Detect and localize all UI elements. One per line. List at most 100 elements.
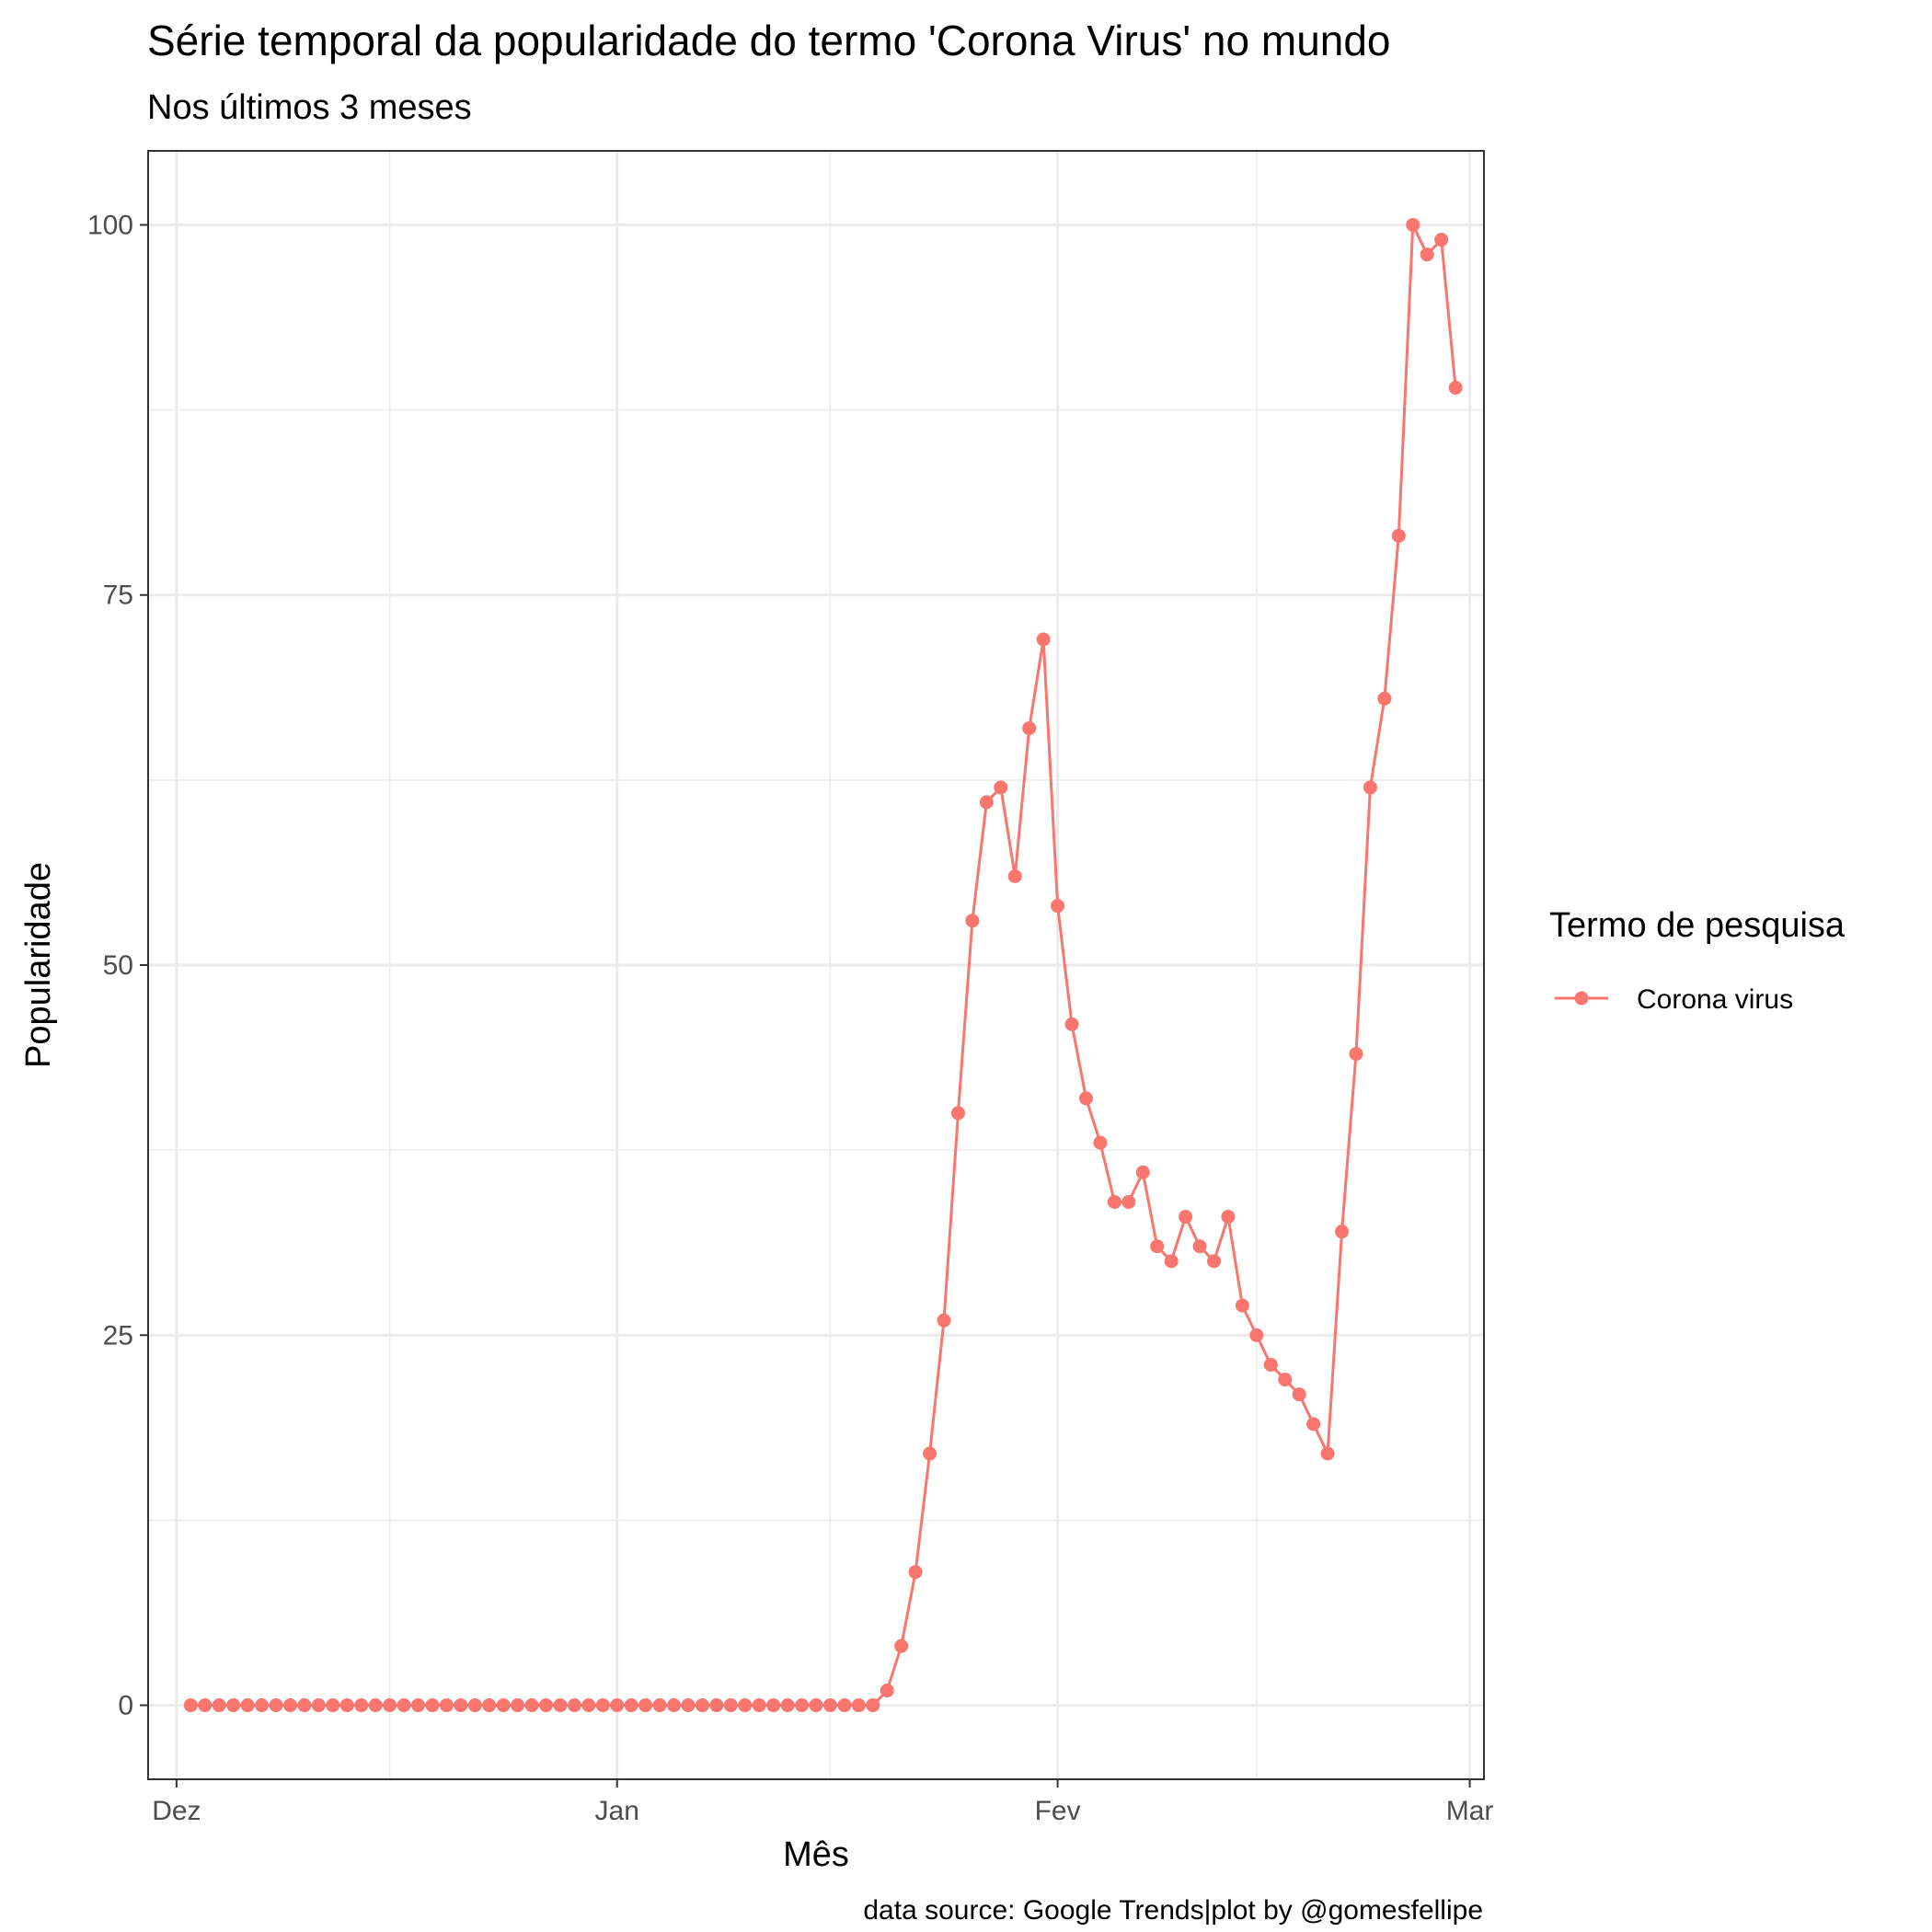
data-point xyxy=(1406,217,1420,232)
data-point xyxy=(255,1698,270,1713)
series-layer xyxy=(183,217,1463,1713)
chart-caption: data source: Google Trends|plot by @gome… xyxy=(863,1895,1483,1926)
data-point xyxy=(766,1698,781,1713)
data-point xyxy=(496,1698,511,1713)
data-point xyxy=(667,1698,682,1713)
data-point xyxy=(397,1698,411,1713)
data-point xyxy=(979,795,994,810)
data-point xyxy=(709,1698,724,1713)
data-point xyxy=(183,1698,198,1713)
data-point xyxy=(539,1698,554,1713)
data-point xyxy=(467,1698,482,1713)
data-point xyxy=(965,914,980,928)
data-point xyxy=(908,1565,923,1580)
data-point xyxy=(1377,691,1392,706)
x-tick-label: Dez xyxy=(152,1796,201,1826)
data-point xyxy=(282,1698,297,1713)
data-point xyxy=(1107,1194,1121,1209)
data-point xyxy=(1207,1254,1222,1269)
data-point xyxy=(1164,1254,1179,1269)
data-point xyxy=(553,1698,568,1713)
x-axis-title: Mês xyxy=(783,1835,849,1874)
data-point xyxy=(1306,1417,1321,1432)
data-point xyxy=(454,1698,468,1713)
data-point xyxy=(652,1698,667,1713)
data-point xyxy=(198,1698,213,1713)
data-point xyxy=(1335,1225,1350,1239)
legend-key-point xyxy=(1574,991,1589,1006)
data-point xyxy=(809,1698,823,1713)
data-point xyxy=(326,1698,340,1713)
data-point xyxy=(1391,528,1406,543)
data-point xyxy=(1051,899,1065,914)
data-point xyxy=(524,1698,539,1713)
chart-subtitle: Nos últimos 3 meses xyxy=(147,88,472,127)
data-point xyxy=(638,1698,653,1713)
data-point xyxy=(822,1698,837,1713)
data-point xyxy=(780,1698,795,1713)
data-point xyxy=(851,1698,866,1713)
chart-title: Série temporal da popularidade do termo … xyxy=(147,17,1391,64)
data-point xyxy=(1093,1135,1108,1150)
data-point xyxy=(269,1698,283,1713)
data-point xyxy=(866,1698,880,1713)
data-point xyxy=(1064,1017,1079,1031)
data-point xyxy=(567,1698,581,1713)
data-point xyxy=(1278,1373,1293,1387)
data-point xyxy=(610,1698,625,1713)
data-point xyxy=(723,1698,738,1713)
x-tick-label: Mar xyxy=(1446,1796,1494,1826)
data-point xyxy=(410,1698,425,1713)
data-point xyxy=(1235,1298,1249,1313)
data-point xyxy=(368,1698,383,1713)
data-point xyxy=(383,1698,397,1713)
data-point xyxy=(880,1683,894,1697)
data-point xyxy=(1121,1194,1136,1209)
y-tick-label: 50 xyxy=(103,950,133,981)
legend: Termo de pesquisa Corona virus xyxy=(1549,906,1846,1015)
data-point xyxy=(240,1698,255,1713)
data-point xyxy=(1249,1328,1264,1342)
y-tick-label: 100 xyxy=(87,210,133,240)
data-point xyxy=(1007,868,1022,883)
y-axis: 0 25 50 75 100 xyxy=(87,210,148,1721)
data-point xyxy=(425,1698,440,1713)
legend-title: Termo de pesquisa xyxy=(1549,906,1846,945)
data-point xyxy=(297,1698,312,1713)
y-axis-title: Popularidade xyxy=(19,862,58,1068)
data-point xyxy=(1078,1091,1093,1106)
data-point xyxy=(226,1698,241,1713)
data-point xyxy=(1292,1387,1306,1402)
data-point xyxy=(1448,380,1463,395)
data-point xyxy=(581,1698,596,1713)
y-tick-label: 25 xyxy=(103,1320,133,1351)
data-point xyxy=(695,1698,709,1713)
data-point xyxy=(1150,1239,1165,1254)
data-point xyxy=(1434,233,1449,247)
data-point xyxy=(681,1698,696,1713)
data-point xyxy=(311,1698,326,1713)
data-point xyxy=(752,1698,766,1713)
data-point xyxy=(994,780,1008,795)
legend-label: Corona virus xyxy=(1637,984,1793,1015)
y-tick-label: 75 xyxy=(103,581,133,611)
x-tick-label: Fev xyxy=(1035,1796,1081,1826)
data-point xyxy=(339,1698,354,1713)
data-point xyxy=(950,1106,965,1121)
data-point xyxy=(1179,1210,1193,1225)
data-point xyxy=(1420,247,1434,262)
data-point xyxy=(1192,1239,1207,1254)
data-point xyxy=(923,1446,937,1461)
data-point xyxy=(837,1698,852,1713)
data-point xyxy=(595,1698,610,1713)
data-point xyxy=(511,1698,525,1713)
x-axis: Dez Jan Fev Mar xyxy=(152,1779,1493,1826)
data-point xyxy=(1320,1446,1335,1461)
data-point xyxy=(1135,1165,1150,1179)
data-point xyxy=(894,1639,909,1653)
data-point xyxy=(1022,721,1037,736)
data-point xyxy=(212,1698,226,1713)
data-point xyxy=(1349,1047,1363,1062)
data-point xyxy=(482,1698,497,1713)
